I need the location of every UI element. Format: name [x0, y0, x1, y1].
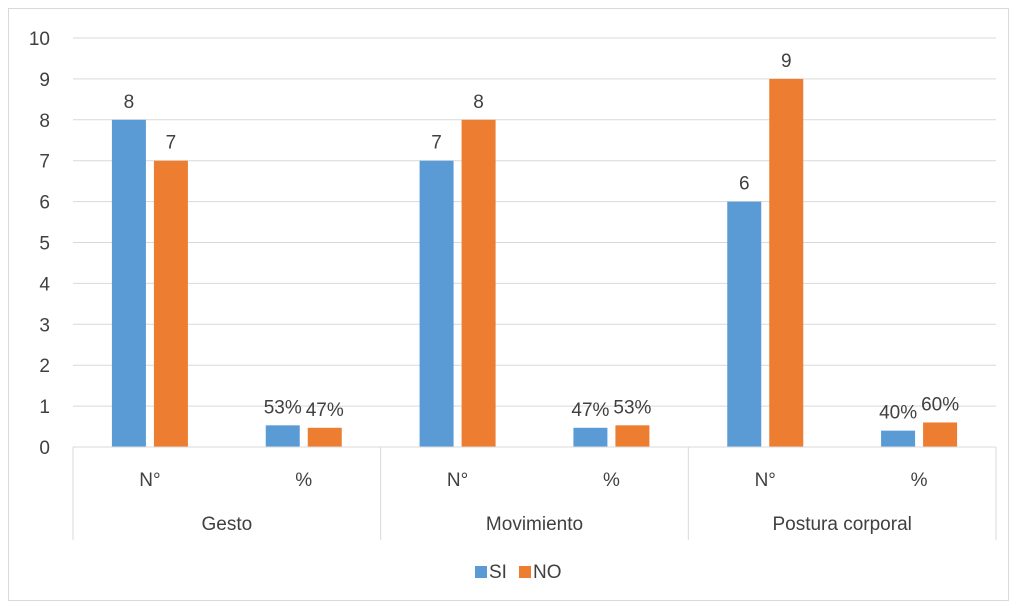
x-category-label: %: [603, 470, 620, 491]
bar-no-2: [461, 119, 496, 448]
y-tick-label: 2: [39, 356, 50, 377]
y-axis-tick-labels: 0 1 2 3 4 5 6 7 8 9 10: [29, 29, 51, 459]
data-label: 47%: [571, 400, 609, 421]
bar-si-0: [111, 119, 146, 448]
y-tick-label: 0: [39, 438, 50, 459]
y-tick-label: 1: [39, 397, 50, 418]
x-axis: N°% N°% N° % Gesto Movimiento Postura corporal: [72, 446, 997, 540]
y-tick-label: 9: [39, 70, 50, 91]
data-label: 60%: [921, 394, 959, 415]
y-tick-label: 10: [29, 29, 50, 50]
data-label: 53%: [613, 397, 651, 418]
y-tick-label: 5: [39, 234, 50, 255]
x-group-label: Postura corporal: [772, 514, 911, 535]
x-category-label: N°: [447, 470, 468, 491]
legend-label-si: SI: [489, 562, 507, 583]
y-tick-label: 8: [39, 111, 50, 132]
data-label: 7: [431, 133, 442, 154]
data-label: 9: [781, 51, 792, 72]
data-label: 8: [124, 92, 135, 113]
data-label: 40%: [879, 403, 917, 424]
data-label: 7: [166, 133, 177, 154]
legend-label-no: NO: [533, 562, 562, 583]
bar-si-3: [573, 427, 608, 447]
bar-si-4: [727, 201, 762, 447]
data-label: 8: [473, 92, 484, 113]
x-group-label: Movimiento: [486, 514, 583, 535]
bar-no-3: [615, 425, 650, 447]
data-label: 53%: [264, 397, 302, 418]
bar-no-0: [153, 160, 188, 447]
y-tick-label: 3: [39, 315, 50, 336]
x-category-label: N°: [139, 470, 160, 491]
bar-si-5: [881, 430, 916, 447]
data-label: 6: [739, 174, 750, 195]
bar-si-2: [419, 160, 454, 447]
y-tick-label: 6: [39, 193, 50, 214]
x-category-label: %: [295, 470, 312, 491]
x-category-label: N°: [755, 470, 776, 491]
legend-swatch-si: [475, 566, 487, 578]
data-labels: 8 53% 7 47% 6 40% 7 47% 8 53% 9 60%: [124, 51, 960, 424]
bar-si-1: [265, 425, 300, 447]
bar-no-4: [769, 78, 804, 448]
y-tick-label: 4: [39, 274, 50, 295]
x-group-label: Gesto: [201, 514, 252, 535]
data-label: 47%: [306, 400, 344, 421]
legend-swatch-no: [519, 566, 531, 578]
x-category-label: %: [911, 470, 928, 491]
bars: [111, 78, 958, 448]
legend: SI NO: [475, 562, 562, 583]
y-tick-label: 7: [39, 152, 50, 173]
bar-no-5: [923, 422, 958, 447]
bar-no-1: [307, 427, 342, 447]
